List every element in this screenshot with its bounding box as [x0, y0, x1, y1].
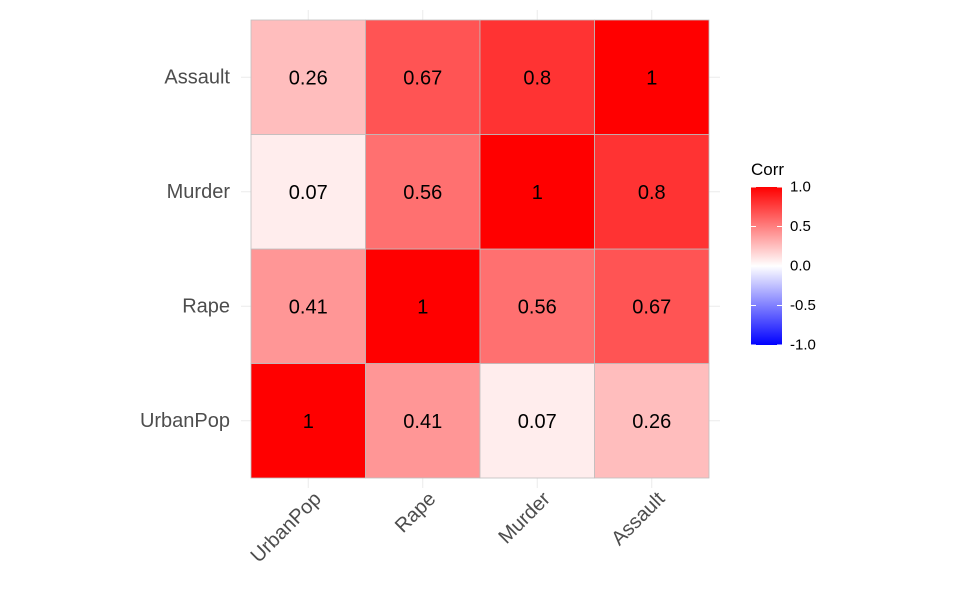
cell-value-label: 0.67: [632, 296, 671, 318]
heatmap-cell: [594, 19, 710, 135]
cell-value-label: 0.07: [289, 182, 328, 204]
x-tick-label: UrbanPop: [247, 488, 326, 567]
cell-value-label: 0.07: [518, 411, 557, 433]
cell-value-label: 0.41: [403, 411, 442, 433]
cell-value-label: 0.56: [518, 296, 557, 318]
cell-value-label: 0.67: [403, 67, 442, 89]
y-tick-label: UrbanPop: [140, 410, 230, 432]
y-tick-label: Rape: [182, 295, 230, 317]
cell-value-label: 0.41: [289, 296, 328, 318]
heatmap-cell: [365, 248, 481, 364]
legend-colorbar: [751, 187, 782, 345]
heatmap-cell: [479, 19, 595, 135]
y-axis-ticks: UrbanPop Rape Murder Assault: [140, 66, 230, 432]
legend-tick-label: 0.0: [790, 258, 811, 275]
cell-value-label: 1: [646, 67, 657, 89]
heatmap-cell: [365, 363, 481, 479]
heatmap-cell: [594, 134, 710, 250]
legend-tick-label: 1.0: [790, 179, 811, 196]
cell-value-label: 0.8: [523, 67, 551, 89]
y-tick-label: Assault: [164, 66, 230, 88]
x-tick-label: Rape: [391, 488, 440, 537]
cell-value-label: 1: [303, 411, 314, 433]
cell-value-label: 0.26: [289, 67, 328, 89]
heatmap-cell: [250, 19, 366, 135]
legend-tick-label: -1.0: [790, 337, 816, 354]
legend-tick-label: 0.5: [790, 218, 811, 235]
x-tick-label: Assault: [607, 488, 669, 550]
x-tick-label: Murder: [494, 488, 555, 549]
cell-value-label: 0.26: [632, 411, 671, 433]
cell-value-label: 1: [532, 182, 543, 204]
cell-value-label: 0.8: [638, 182, 666, 204]
heatmap-cell: [479, 134, 595, 250]
y-tick-label: Murder: [167, 181, 231, 203]
heatmap-cells: 1 0.41 0.07 0.26 0.41 1 0.56 0.67 0.07 0.56 1 0.8 0.…: [250, 19, 710, 479]
cell-value-label: 0.56: [403, 182, 442, 204]
heatmap-cell: [594, 248, 710, 364]
x-axis-ticks: UrbanPop Rape Murder Assault: [247, 488, 670, 568]
legend-tick-label: -0.5: [790, 297, 816, 314]
legend-title: Corr: [751, 160, 784, 179]
cell-value-label: 1: [417, 296, 428, 318]
heatmap-cell: [594, 363, 710, 479]
heatmap-cell: [365, 19, 481, 135]
heatmap-cell: [250, 134, 366, 250]
heatmap-cell: [479, 363, 595, 479]
color-legend: Corr 1.0 0.5 0.0 -0.5 -1.0: [751, 160, 816, 354]
heatmap-cell: [250, 363, 366, 479]
